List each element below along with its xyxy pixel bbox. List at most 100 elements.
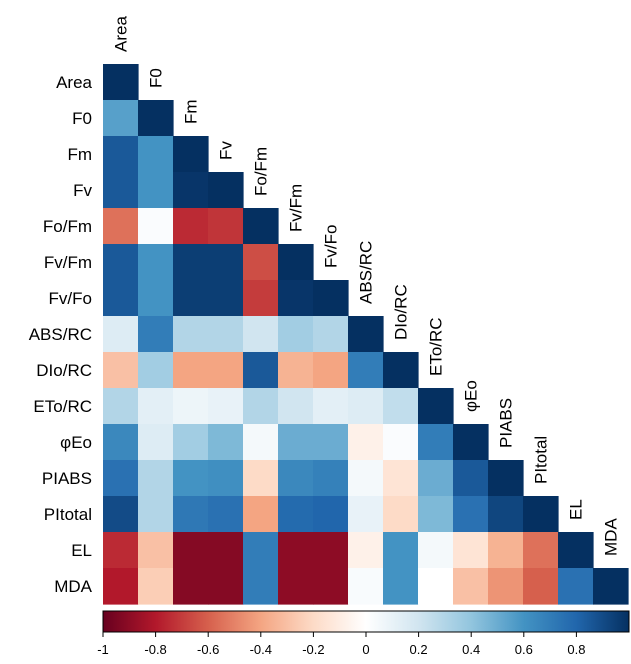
column-label-abs-rc: ABS/RC	[357, 241, 376, 304]
cell-fv-fo-fv-fm	[278, 280, 314, 317]
cell-φeo-fv-fo	[313, 424, 349, 461]
cell-mda-dio-rc	[383, 568, 419, 605]
cell-mda-mda	[593, 568, 629, 605]
cell-abs-rc-f0	[138, 316, 174, 353]
row-label-fv: Fv	[73, 181, 92, 200]
cell-fv-fm-area	[103, 244, 139, 281]
cell-abs-rc-fv-fo	[313, 316, 349, 353]
row-label-fm: Fm	[67, 145, 92, 164]
cell-mda-fm	[173, 568, 209, 605]
cell-fv-fm-fo-fm	[243, 244, 279, 281]
cell-fo-fm-fm	[173, 208, 209, 245]
row-label-el: EL	[71, 541, 92, 560]
cell-eto-rc-eto-rc	[418, 388, 454, 425]
cell-eto-rc-area	[103, 388, 139, 425]
cell-el-eto-rc	[418, 532, 454, 569]
row-label-dio-rc: DIo/RC	[36, 361, 92, 380]
cell-fo-fm-fv	[208, 208, 244, 245]
cell-eto-rc-fv	[208, 388, 244, 425]
cell-f0-area	[103, 100, 139, 137]
cell-fo-fm-fo-fm	[243, 208, 279, 245]
cell-eto-rc-f0	[138, 388, 174, 425]
colorbar-tick-label: -0.6	[197, 642, 219, 657]
cell-dio-rc-f0	[138, 352, 174, 389]
cell-piabs-fv-fm	[278, 460, 314, 497]
row-label-mda: MDA	[54, 577, 92, 596]
cell-fv-fm	[173, 172, 209, 209]
cell-el-piabs	[488, 532, 524, 569]
cell-fm-fm	[173, 136, 209, 173]
cell-piabs-f0	[138, 460, 174, 497]
cell-fv-fm-f0	[138, 244, 174, 281]
cell-abs-rc-area	[103, 316, 139, 353]
row-label-fv-fo: Fv/Fo	[49, 289, 92, 308]
cell-mda-pitotal	[523, 568, 559, 605]
column-label-area: Area	[112, 16, 131, 52]
cell-φeo-f0	[138, 424, 174, 461]
cell-pitotal-φeo	[453, 496, 489, 533]
cell-el-fv-fm	[278, 532, 314, 569]
cell-pitotal-fv-fm	[278, 496, 314, 533]
cell-f0-f0	[138, 100, 174, 137]
cell-el-φeo	[453, 532, 489, 569]
cell-el-fo-fm	[243, 532, 279, 569]
cell-eto-rc-fv-fm	[278, 388, 314, 425]
cell-fv-fo-f0	[138, 280, 174, 317]
cell-eto-rc-dio-rc	[383, 388, 419, 425]
cell-φeo-fv	[208, 424, 244, 461]
column-label-φeo: φEo	[462, 380, 481, 412]
row-label-pitotal: PItotal	[44, 505, 92, 524]
cell-piabs-eto-rc	[418, 460, 454, 497]
cell-φeo-abs-rc	[348, 424, 384, 461]
cell-fv-fo-fo-fm	[243, 280, 279, 317]
cell-dio-rc-area	[103, 352, 139, 389]
cell-eto-rc-fv-fo	[313, 388, 349, 425]
cell-pitotal-area	[103, 496, 139, 533]
colorbar	[102, 610, 630, 633]
cell-pitotal-eto-rc	[418, 496, 454, 533]
row-label-f0: F0	[72, 109, 92, 128]
cell-el-abs-rc	[348, 532, 384, 569]
column-label-piabs: PIABS	[497, 398, 516, 448]
cell-piabs-fv	[208, 460, 244, 497]
cell-abs-rc-fv-fm	[278, 316, 314, 353]
cell-area-area	[103, 64, 139, 101]
cell-fv-fv	[208, 172, 244, 209]
cell-fv-fo-fv	[208, 280, 244, 317]
cell-piabs-abs-rc	[348, 460, 384, 497]
cell-el-fv-fo	[313, 532, 349, 569]
cell-piabs-piabs	[488, 460, 524, 497]
cell-mda-φeo	[453, 568, 489, 605]
colorbar-tick-label: 0.4	[462, 642, 480, 657]
cell-fv-fm-fv	[208, 244, 244, 281]
cell-fo-fm-f0	[138, 208, 174, 245]
column-label-pitotal: PItotal	[532, 436, 551, 484]
cell-dio-rc-fv	[208, 352, 244, 389]
row-label-fv-fm: Fv/Fm	[44, 253, 92, 272]
cell-piabs-fv-fo	[313, 460, 349, 497]
column-label-mda: MDA	[602, 518, 621, 556]
cell-piabs-area	[103, 460, 139, 497]
colorbar-tick-label: 0.2	[410, 642, 428, 657]
cell-φeo-φeo	[453, 424, 489, 461]
cell-fv-fo-fv-fo	[313, 280, 349, 317]
cell-el-pitotal	[523, 532, 559, 569]
cell-dio-rc-abs-rc	[348, 352, 384, 389]
cell-el-area	[103, 532, 139, 569]
cell-abs-rc-abs-rc	[348, 316, 384, 353]
cell-fv-fo-fm	[173, 280, 209, 317]
cell-pitotal-fv-fo	[313, 496, 349, 533]
cell-piabs-fo-fm	[243, 460, 279, 497]
cell-piabs-fm	[173, 460, 209, 497]
cell-abs-rc-fm	[173, 316, 209, 353]
cell-pitotal-piabs	[488, 496, 524, 533]
cell-pitotal-fv	[208, 496, 244, 533]
cell-φeo-fm	[173, 424, 209, 461]
cell-φeo-dio-rc	[383, 424, 419, 461]
cell-el-f0	[138, 532, 174, 569]
cell-abs-rc-fv	[208, 316, 244, 353]
cell-pitotal-dio-rc	[383, 496, 419, 533]
column-labels: Area F0 Fm Fv Fo/Fm Fv/Fm Fv/Fo ABS/RC DIo/RC ETo…	[112, 16, 621, 556]
cell-mda-abs-rc	[348, 568, 384, 605]
